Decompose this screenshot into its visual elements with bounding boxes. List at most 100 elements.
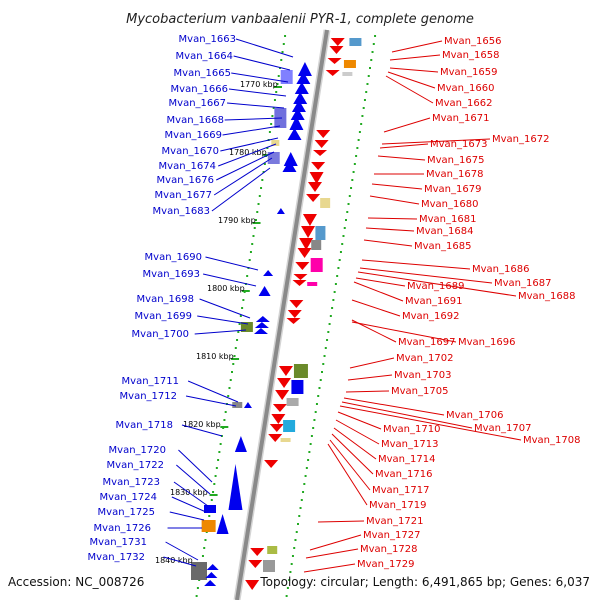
gene-label[interactable]: Mvan_1707	[474, 423, 531, 434]
gene-label[interactable]: Mvan_1723	[103, 477, 160, 488]
gene-label[interactable]: Mvan_1685	[414, 241, 471, 252]
gene-label[interactable]: Mvan_1670	[162, 146, 219, 157]
gene-box	[271, 140, 280, 146]
gene-box	[280, 70, 293, 84]
gene-box	[320, 198, 331, 208]
gene-label[interactable]: Mvan_1693	[143, 269, 200, 280]
leader-line	[194, 329, 247, 335]
leader-line	[231, 72, 289, 83]
leader-line	[329, 439, 371, 491]
gene-label[interactable]: Mvan_1732	[88, 552, 145, 563]
gene-label[interactable]: Mvan_1714	[378, 454, 435, 465]
gene-arrow	[297, 62, 312, 76]
gene-label[interactable]: Mvan_1696	[458, 337, 515, 348]
gene-label[interactable]: Mvan_1717	[372, 485, 429, 496]
gene-label[interactable]: Mvan_1684	[416, 226, 473, 237]
gene-label[interactable]: Mvan_1681	[419, 214, 476, 225]
gene-label[interactable]: Mvan_1719	[369, 500, 426, 511]
gene-label[interactable]: Mvan_1667	[169, 98, 226, 109]
gene-label[interactable]: Mvan_1716	[375, 469, 432, 480]
gene-box	[283, 420, 296, 432]
gene-label[interactable]: Mvan_1691	[405, 296, 462, 307]
gene-label[interactable]: Mvan_1725	[98, 507, 155, 518]
gene-label[interactable]: Mvan_1705	[391, 386, 448, 397]
gene-arrow	[306, 194, 321, 202]
gene-label[interactable]: Mvan_1658	[442, 50, 499, 61]
gene-label[interactable]: Mvan_1662	[435, 98, 492, 109]
gene-arrow	[313, 150, 328, 156]
gene-label[interactable]: Mvan_1728	[360, 544, 417, 555]
gene-label[interactable]: Mvan_1731	[90, 537, 147, 548]
gene-arrow	[264, 460, 279, 468]
gene-label[interactable]: Mvan_1713	[381, 439, 438, 450]
gene-label[interactable]: Mvan_1724	[100, 492, 157, 503]
gene-label[interactable]: Mvan_1700	[132, 329, 189, 340]
leader-line	[202, 273, 257, 287]
gene-label[interactable]: Mvan_1671	[432, 113, 489, 124]
gene-label[interactable]: Mvan_1678	[426, 169, 483, 180]
gene-label[interactable]: Mvan_1711	[122, 376, 179, 387]
kbp-label: 1770 kbp	[240, 80, 278, 89]
gene-label[interactable]: Mvan_1660	[437, 83, 494, 94]
gene-label[interactable]: Mvan_1706	[446, 410, 503, 421]
gene-label[interactable]: Mvan_1674	[159, 161, 216, 172]
gene-label[interactable]: Mvan_1677	[155, 190, 212, 201]
gene-label[interactable]: Mvan_1672	[492, 134, 549, 145]
leader-line	[205, 256, 259, 271]
gene-label[interactable]: Mvan_1679	[424, 184, 481, 195]
right-gene-labels: Mvan_1656 Mvan_1658 Mvan_1659 Mvan_1660 …	[357, 36, 580, 570]
gene-arrow	[327, 58, 342, 64]
leader-line	[228, 88, 287, 97]
gene-arrow	[293, 274, 308, 280]
leader-line	[339, 405, 522, 441]
gene-label[interactable]: Mvan_1718	[116, 420, 173, 431]
gene-arrow	[245, 580, 260, 590]
gene-label[interactable]: Mvan_1659	[440, 67, 497, 78]
gene-label[interactable]: Mvan_1703	[394, 370, 451, 381]
gene-label[interactable]: Mvan_1683	[153, 206, 210, 217]
gene-label[interactable]: Mvan_1666	[171, 84, 228, 95]
gene-label[interactable]: Mvan_1656	[444, 36, 501, 47]
gene-arrow	[299, 238, 314, 250]
gene-label[interactable]: Mvan_1686	[472, 264, 529, 275]
leader-line	[213, 157, 273, 196]
gene-label[interactable]: Mvan_1676	[157, 175, 214, 186]
gene-arrow	[272, 404, 287, 412]
gene-label[interactable]: Mvan_1665	[174, 68, 231, 79]
gene-label[interactable]: Mvan_1702	[396, 353, 453, 364]
gene-label[interactable]: Mvan_1710	[383, 424, 440, 435]
gene-label[interactable]: Mvan_1688	[518, 291, 575, 302]
gene-label[interactable]: Mvan_1687	[494, 278, 551, 289]
gene-label[interactable]: Mvan_1722	[107, 460, 164, 471]
gene-label[interactable]: Mvan_1720	[109, 445, 166, 456]
leader-line	[351, 299, 401, 317]
gene-box	[315, 226, 326, 240]
gene-label[interactable]: Mvan_1663	[179, 34, 236, 45]
gene-arrow	[268, 434, 283, 442]
gene-label[interactable]: Mvan_1675	[427, 155, 484, 166]
gene-label[interactable]: Mvan_1698	[137, 294, 194, 305]
gene-label[interactable]: Mvan_1668	[167, 115, 224, 126]
gene-label[interactable]: Mvan_1669	[165, 130, 222, 141]
gene-label[interactable]: Mvan_1689	[407, 281, 464, 292]
kbp-label: 1840 kbp	[155, 556, 193, 565]
gene-label[interactable]: Mvan_1699	[135, 311, 192, 322]
gene-label[interactable]: Mvan_1673	[430, 139, 487, 150]
gene-arrow	[309, 172, 324, 184]
gene-label[interactable]: Mvan_1690	[145, 252, 202, 263]
left-gene-labels: Mvan_1663 Mvan_1664 Mvan_1665 Mvan_1666 …	[88, 34, 236, 563]
gene-label[interactable]: Mvan_1712	[120, 391, 177, 402]
gene-label[interactable]: Mvan_1729	[357, 559, 414, 570]
gene-arrow	[271, 414, 286, 424]
gene-label[interactable]: Mvan_1726	[94, 523, 151, 534]
gene-label[interactable]: Mvan_1697	[398, 337, 455, 348]
gene-label[interactable]: Mvan_1727	[363, 530, 420, 541]
gene-label[interactable]: Mvan_1721	[366, 516, 423, 527]
gene-arrow	[263, 270, 274, 276]
gene-label[interactable]: Mvan_1692	[402, 311, 459, 322]
gene-label[interactable]: Mvan_1708	[523, 435, 580, 446]
leader-line	[349, 357, 395, 369]
gene-arrow	[289, 300, 304, 308]
gene-label[interactable]: Mvan_1680	[421, 199, 478, 210]
gene-label[interactable]: Mvan_1664	[176, 51, 233, 62]
